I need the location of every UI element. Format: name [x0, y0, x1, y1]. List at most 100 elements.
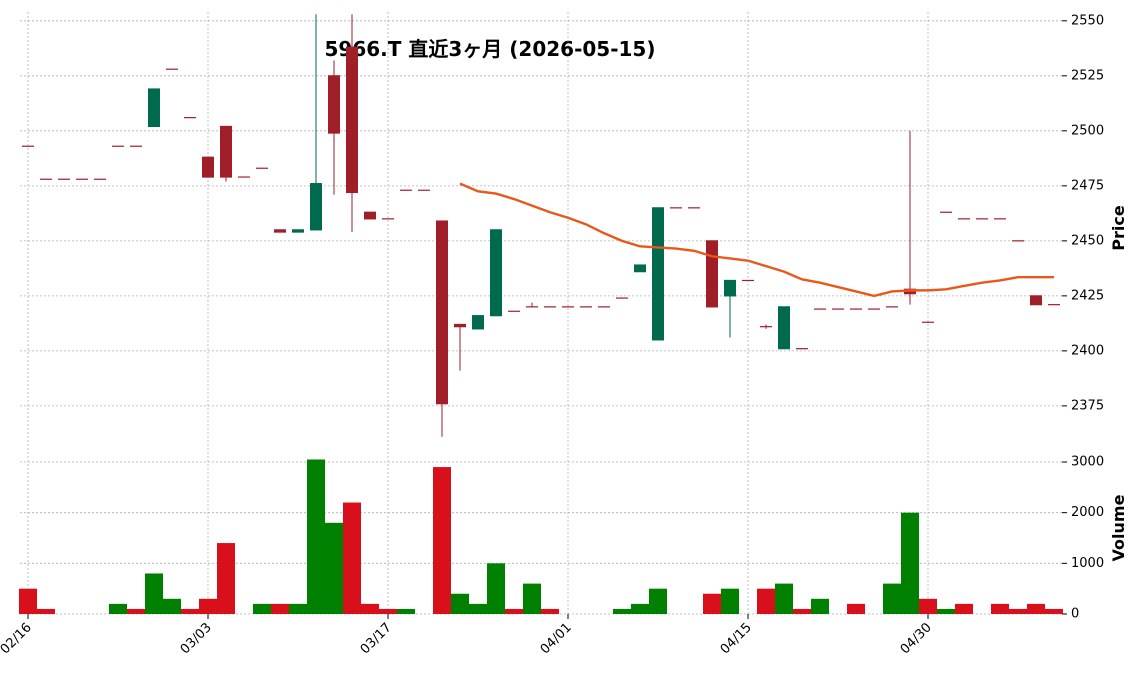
x-tick-label: 04/30 [898, 620, 935, 657]
volume-bar [775, 583, 793, 614]
candle-body [580, 306, 592, 308]
volume-bar [127, 608, 145, 614]
candle-body [58, 178, 70, 180]
volume-bar [19, 588, 37, 614]
volume-bar [361, 603, 379, 614]
candle-body [112, 145, 124, 147]
candle-body [346, 46, 358, 194]
y-tick-label: 2000 [1071, 505, 1104, 520]
candle-body [976, 218, 988, 220]
y-tick-label: 2375 [1071, 398, 1104, 413]
x-tick-label: 04/15 [718, 620, 755, 657]
candle-body [202, 156, 214, 178]
candle-body [652, 207, 664, 341]
volume-bar [1045, 608, 1063, 614]
moving-average-line [459, 182, 1054, 298]
y-tick-label: 2525 [1071, 68, 1104, 83]
volume-bar [199, 598, 217, 614]
x-tick-label: 04/01 [538, 620, 575, 657]
candle-body [76, 178, 88, 180]
candle-body [292, 229, 304, 233]
x-tick-label: 03/03 [178, 620, 215, 657]
candle-body [868, 308, 880, 310]
volume-bar [451, 593, 469, 614]
volume-bar [37, 608, 55, 614]
candle-body [166, 68, 178, 70]
candle-body [328, 75, 340, 134]
volume-bar [271, 603, 289, 614]
y-tick-label: 2400 [1071, 343, 1104, 358]
candle-body [670, 207, 682, 209]
candle-body [706, 240, 718, 308]
volume-bar [631, 603, 649, 614]
candle-body [778, 306, 790, 350]
volume-bar [487, 563, 505, 614]
candle-body [958, 218, 970, 220]
volume-bar [343, 502, 361, 614]
candle-body [310, 183, 322, 231]
candle-body [94, 178, 106, 180]
volume-bar [379, 608, 397, 614]
candle-body [1030, 295, 1042, 306]
candle-body [796, 348, 808, 350]
candle-body [364, 211, 376, 220]
candle-body [472, 315, 484, 330]
volume-bar [469, 603, 487, 614]
volume-bar [703, 593, 721, 614]
volume-bar [325, 522, 343, 614]
candle-body [490, 229, 502, 317]
volume-bar [919, 598, 937, 614]
candle-body [274, 229, 286, 233]
candle-body [724, 279, 736, 297]
chart-title: 5966.T 直近3ヶ月 (2026-05-15) [325, 37, 656, 61]
candle-body [454, 323, 466, 328]
volume-bar [649, 588, 667, 614]
volume-bar [937, 608, 955, 614]
volume-bar [847, 603, 865, 614]
candle-body [382, 218, 394, 220]
volume-bar [757, 588, 775, 614]
candle-body [922, 321, 934, 323]
y-tick-label: 2500 [1071, 123, 1104, 138]
volume-bar [163, 598, 181, 614]
y-tick-label: 2550 [1071, 13, 1104, 28]
volume-bar [253, 603, 271, 614]
candle-body [184, 117, 196, 119]
candle-body [220, 125, 232, 178]
volume-bar [109, 603, 127, 614]
candle-body [1012, 240, 1024, 242]
candle-body [814, 308, 826, 310]
volume-bar [883, 583, 901, 614]
candle-body [688, 207, 700, 209]
candle-body [1048, 304, 1060, 306]
volume-bar [217, 543, 235, 614]
volume-bar [145, 573, 163, 614]
volume-bar [397, 608, 415, 614]
volume-bar [955, 603, 973, 614]
candle-body [994, 218, 1006, 220]
candle-body [850, 308, 862, 310]
candle-body [760, 326, 772, 328]
candle-body [562, 306, 574, 308]
candle-body [238, 176, 250, 178]
candle-body [544, 306, 556, 308]
candle-body [526, 306, 538, 308]
y-axis-label: Price [1109, 205, 1128, 251]
candle-body [40, 178, 52, 180]
candle-body [616, 297, 628, 299]
candle-body [742, 279, 754, 282]
candle-body [598, 306, 610, 308]
candle-body [436, 220, 448, 405]
candle-body [418, 189, 430, 191]
y-tick-label: 2475 [1071, 178, 1104, 193]
volume-bar [433, 467, 451, 614]
y-tick-label: 2450 [1071, 233, 1104, 248]
volume-bar [181, 608, 199, 614]
y-tick-label: 2425 [1071, 288, 1104, 303]
candle-body [148, 88, 160, 128]
volume-bar [505, 608, 523, 614]
volume-bar [613, 608, 631, 614]
volume-bar [523, 583, 541, 614]
volume-bar [289, 603, 307, 614]
